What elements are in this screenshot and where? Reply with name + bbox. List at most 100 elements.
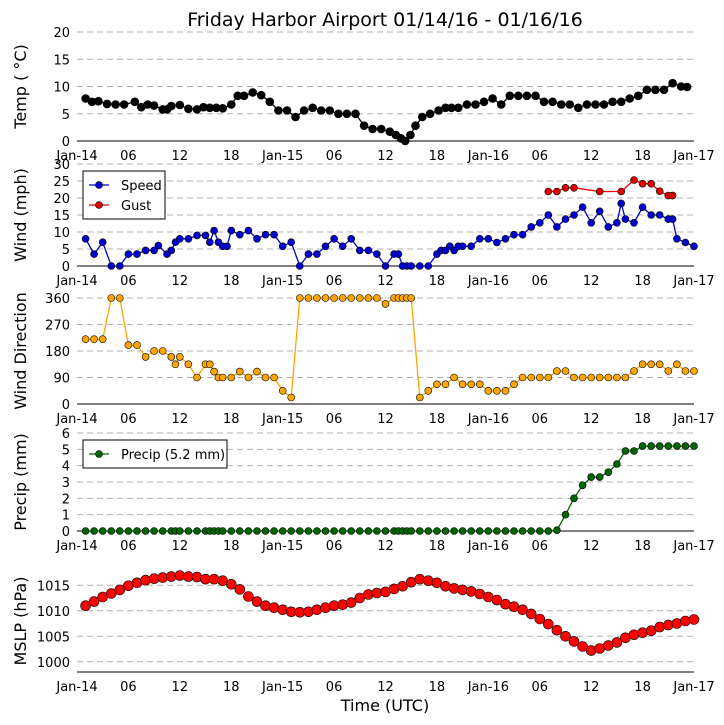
temp-series-0 — [81, 78, 692, 146]
mslp-data-point — [542, 618, 554, 630]
precip-data-point — [338, 527, 347, 535]
wdir-data-point — [467, 380, 476, 389]
wind-data-point — [621, 215, 630, 223]
mslp-data-point — [517, 604, 528, 616]
mslp-xtick-label: Jan-17 — [672, 680, 714, 695]
precip-series-0 — [81, 442, 698, 535]
temp-data-point — [565, 100, 575, 109]
precip-data-point — [150, 527, 158, 535]
wind-legend-swatch-marker — [95, 201, 103, 209]
wdir-xtick-label: Jan-17 — [672, 412, 714, 427]
wdir-data-point — [193, 373, 201, 382]
wind-data-point — [236, 230, 244, 239]
precip-data-point — [141, 527, 150, 535]
wdir-data-point — [253, 367, 261, 376]
temp-data-point — [368, 124, 377, 134]
mslp-data-point — [654, 621, 666, 633]
wdir-data-point — [150, 347, 158, 355]
temp-data-point — [668, 78, 677, 88]
wind-data-point — [544, 211, 553, 219]
mslp-xtick-label: 18 — [634, 680, 651, 695]
wdir-data-point — [518, 373, 527, 382]
temp-data-point — [376, 124, 386, 134]
precip-xtick-label: 12 — [172, 539, 189, 554]
wdir-data-point — [484, 386, 493, 395]
mslp-xtick-label: Jan-14 — [55, 680, 97, 695]
precip-xtick-label: 18 — [223, 539, 240, 554]
wind-xtick-label: Jan-14 — [55, 274, 97, 289]
wdir-data-point — [690, 367, 698, 375]
wind-legend-label: Speed — [121, 179, 162, 194]
wdir-xtick-label: 18 — [429, 412, 446, 427]
wdir-data-point — [278, 386, 287, 395]
precip-data-point — [321, 527, 330, 535]
wind-data-point — [355, 246, 364, 255]
wind-data-point — [407, 262, 416, 270]
wdir-xtick-label: Jan-14 — [55, 412, 97, 427]
wdir-ytick-label: 180 — [45, 345, 70, 360]
temp-data-point — [539, 97, 549, 107]
temp-data-point — [291, 112, 300, 122]
wind-data-point — [484, 235, 493, 243]
wdir-data-point — [501, 386, 510, 395]
precip-data-point — [681, 442, 690, 450]
wind-data-point — [458, 242, 467, 251]
wind-ytick-label: 25 — [53, 175, 70, 190]
wind-data-point — [673, 235, 681, 243]
temp-data-point — [488, 94, 497, 103]
wind-data-point — [424, 262, 433, 270]
mslp-data-point — [680, 615, 691, 627]
precip-ytick-label: 4 — [62, 460, 70, 475]
wdir-xtick-label: 12 — [172, 412, 189, 427]
wind-xtick-label: 12 — [583, 274, 600, 289]
precip-data-point — [655, 442, 664, 450]
precip-data-point — [184, 527, 193, 535]
wind-data-point — [261, 230, 270, 239]
precip-data-point — [227, 527, 236, 535]
precip-xtick-label: 12 — [377, 539, 394, 554]
wdir-data-point — [184, 360, 193, 369]
wind-data-point — [98, 238, 107, 246]
wdir-xtick-label: 12 — [583, 412, 600, 427]
wdir-data-point — [450, 373, 458, 382]
wdir-data-point — [535, 373, 544, 382]
wdir-data-point — [664, 367, 673, 375]
precip-data-point — [133, 527, 141, 535]
temp-xtick-label: 12 — [172, 149, 189, 164]
wind-data-point — [133, 250, 141, 258]
temp-ytick-label: 5 — [62, 108, 70, 123]
wdir-data-point — [587, 373, 596, 382]
wind-series-1 — [544, 176, 677, 200]
temp-data-point — [167, 101, 176, 111]
wind-data-point — [415, 262, 424, 270]
wdir-data-point — [347, 294, 356, 302]
temp-data-point — [496, 100, 506, 109]
temp-data-point — [256, 90, 266, 100]
wind-ytick-label: 10 — [53, 226, 70, 241]
precip-data-point — [621, 447, 630, 455]
wind-xtick-label: 06 — [531, 274, 548, 289]
temp-data-point — [682, 82, 692, 92]
wdir-data-point — [133, 341, 141, 349]
wdir-series-0 — [81, 294, 698, 402]
wind-xtick-label: Jan-16 — [467, 274, 509, 289]
precip-data-point — [450, 527, 458, 535]
wdir-data-point — [210, 367, 218, 376]
precip-data-point — [278, 527, 287, 535]
wind-data-point — [150, 246, 158, 255]
wdir-ytick-label: 360 — [45, 292, 70, 307]
precip-data-point — [407, 527, 416, 535]
wdir-data-point — [433, 380, 441, 389]
wdir-data-point — [355, 294, 364, 302]
wind-data-point — [501, 235, 510, 243]
wdir-data-point — [415, 393, 424, 402]
precip-data-point — [81, 527, 90, 535]
panel-temp: 0 5 10 15 20 Jan-14 06 12 18 Jan-15 06 12 18 Jan-16 06… — [11, 26, 715, 164]
wdir-data-point — [613, 373, 621, 382]
temp-data-point — [582, 100, 592, 109]
wind-data-point — [253, 235, 261, 243]
temp-xtick-label: 18 — [223, 149, 240, 164]
wind-data-point — [321, 242, 330, 251]
mslp-data-point — [208, 573, 220, 585]
